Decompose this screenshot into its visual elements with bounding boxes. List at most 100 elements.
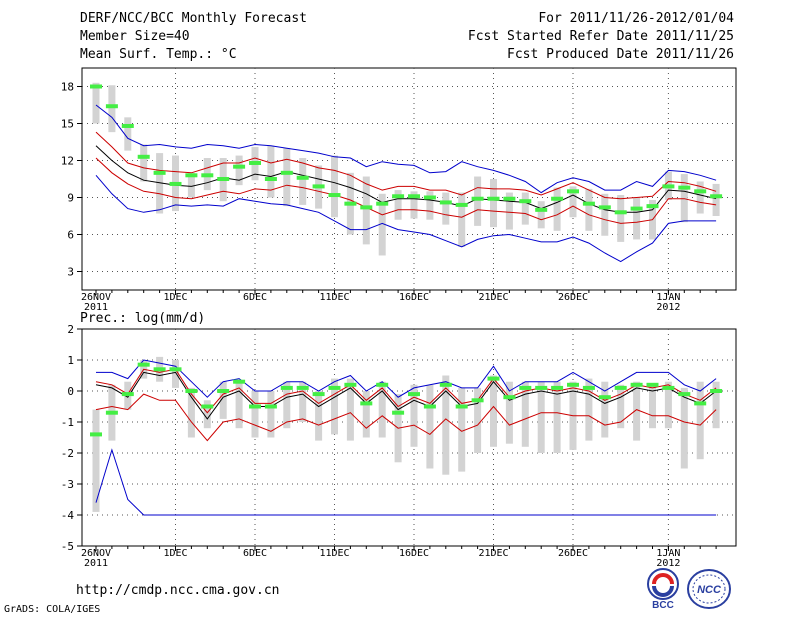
spread-bar (299, 381, 307, 422)
x-tick-label: 1JAN (656, 548, 680, 559)
y-tick-label: 6 (67, 229, 74, 242)
median-marker (646, 204, 659, 209)
median-marker (551, 196, 564, 201)
spread-bar (601, 193, 609, 236)
x-tick-sublabel: 2011 (84, 558, 108, 569)
spread-bar (521, 192, 529, 225)
median-marker (582, 201, 595, 206)
median-marker (217, 177, 230, 181)
x-tick-label: 6DEC (243, 292, 267, 303)
spread-bar (553, 381, 561, 453)
median-marker (662, 385, 675, 390)
spread-bar (569, 186, 577, 218)
median-marker (137, 154, 150, 159)
x-tick-label: 11DEC (319, 548, 349, 559)
y-tick-label: 1 (67, 354, 74, 367)
plot-frame (81, 67, 737, 291)
spread-bar (346, 378, 354, 441)
forecast-produced-date: Fcst Produced Date 2011/11/26 (507, 47, 734, 62)
spread-bar (617, 384, 625, 429)
x-tick-label: 6DEC (243, 548, 267, 559)
series-line-lower_outer (95, 448, 717, 516)
median-marker (90, 432, 102, 437)
y-tick-label: 0 (67, 385, 74, 398)
variable-label: Mean Surf. Temp.: °C (80, 47, 237, 62)
median-marker (598, 395, 611, 400)
median-marker (201, 173, 214, 178)
spread-bar (108, 85, 116, 133)
median-marker (392, 410, 405, 415)
median-marker (487, 376, 500, 381)
spread-bar (410, 191, 418, 219)
median-marker (503, 395, 516, 400)
median-marker (455, 404, 468, 409)
grads-credit: GrADS: COLA/IGES (4, 604, 101, 615)
y-tick-label: 9 (67, 192, 74, 205)
median-marker (439, 200, 452, 205)
spread-bar (617, 195, 625, 242)
x-tick-label: 26NOV (81, 292, 111, 303)
x-tick-sublabel: 2011 (84, 302, 108, 313)
x-tick-label: 21DEC (478, 292, 508, 303)
spread-bar (521, 381, 529, 447)
y-tick-label: -2 (61, 447, 74, 460)
series-line-upper_outer (95, 104, 717, 194)
plot-frame (81, 328, 737, 547)
spread-bar (331, 155, 338, 218)
bcc-logo-text: BCC (652, 600, 674, 610)
spread-bar (172, 360, 179, 388)
spread-bar (378, 381, 386, 438)
spread-bar (92, 409, 100, 512)
median-marker (455, 202, 468, 207)
spread-bar (649, 384, 656, 429)
median-marker (328, 385, 341, 390)
median-marker (360, 401, 373, 406)
panel-title: Prec.: log(mm/d) (80, 311, 205, 326)
spread-bar (251, 391, 259, 438)
spread-bar (426, 191, 434, 220)
spread-bar (283, 381, 291, 429)
median-marker (439, 382, 452, 387)
median-marker (185, 173, 198, 178)
series-line-mean (95, 371, 717, 420)
spread-bar (490, 375, 497, 447)
median-marker (392, 194, 405, 199)
median-marker (519, 385, 532, 390)
x-tick-label: 26DEC (558, 548, 588, 559)
spread-bar (474, 387, 482, 453)
median-marker (90, 84, 102, 89)
median-marker (646, 382, 659, 387)
median-marker (376, 382, 389, 387)
y-tick-label: -4 (61, 509, 75, 522)
median-marker (503, 196, 516, 201)
median-marker (535, 207, 548, 212)
median-marker (408, 392, 420, 397)
median-marker (121, 123, 134, 128)
median-marker (312, 392, 325, 397)
median-marker (185, 389, 198, 393)
median-marker (678, 392, 691, 397)
spread-bar (235, 155, 243, 186)
median-marker (678, 185, 691, 190)
series-line-lower_inner (95, 393, 717, 442)
spread-bar (378, 193, 386, 256)
spread-bar (283, 148, 291, 207)
spread-bar (140, 144, 148, 182)
median-marker (551, 385, 564, 390)
series-line-mean (95, 145, 717, 213)
median-marker (423, 404, 436, 409)
spread-bar (362, 176, 370, 245)
series-line-upper_inner (95, 131, 717, 200)
median-marker (169, 181, 182, 186)
median-marker (105, 410, 118, 415)
median-marker (535, 385, 548, 390)
spread-bar (537, 201, 545, 229)
median-marker (264, 404, 277, 409)
median-marker (344, 382, 357, 387)
source-url[interactable]: http://cmdp.ncc.cma.gov.cn (76, 583, 280, 598)
spread-bar (585, 188, 593, 231)
forecast-title: DERF/NCC/BCC Monthly Forecast (80, 11, 307, 26)
spread-bar (553, 187, 561, 231)
x-tick-label: 16DEC (399, 292, 429, 303)
